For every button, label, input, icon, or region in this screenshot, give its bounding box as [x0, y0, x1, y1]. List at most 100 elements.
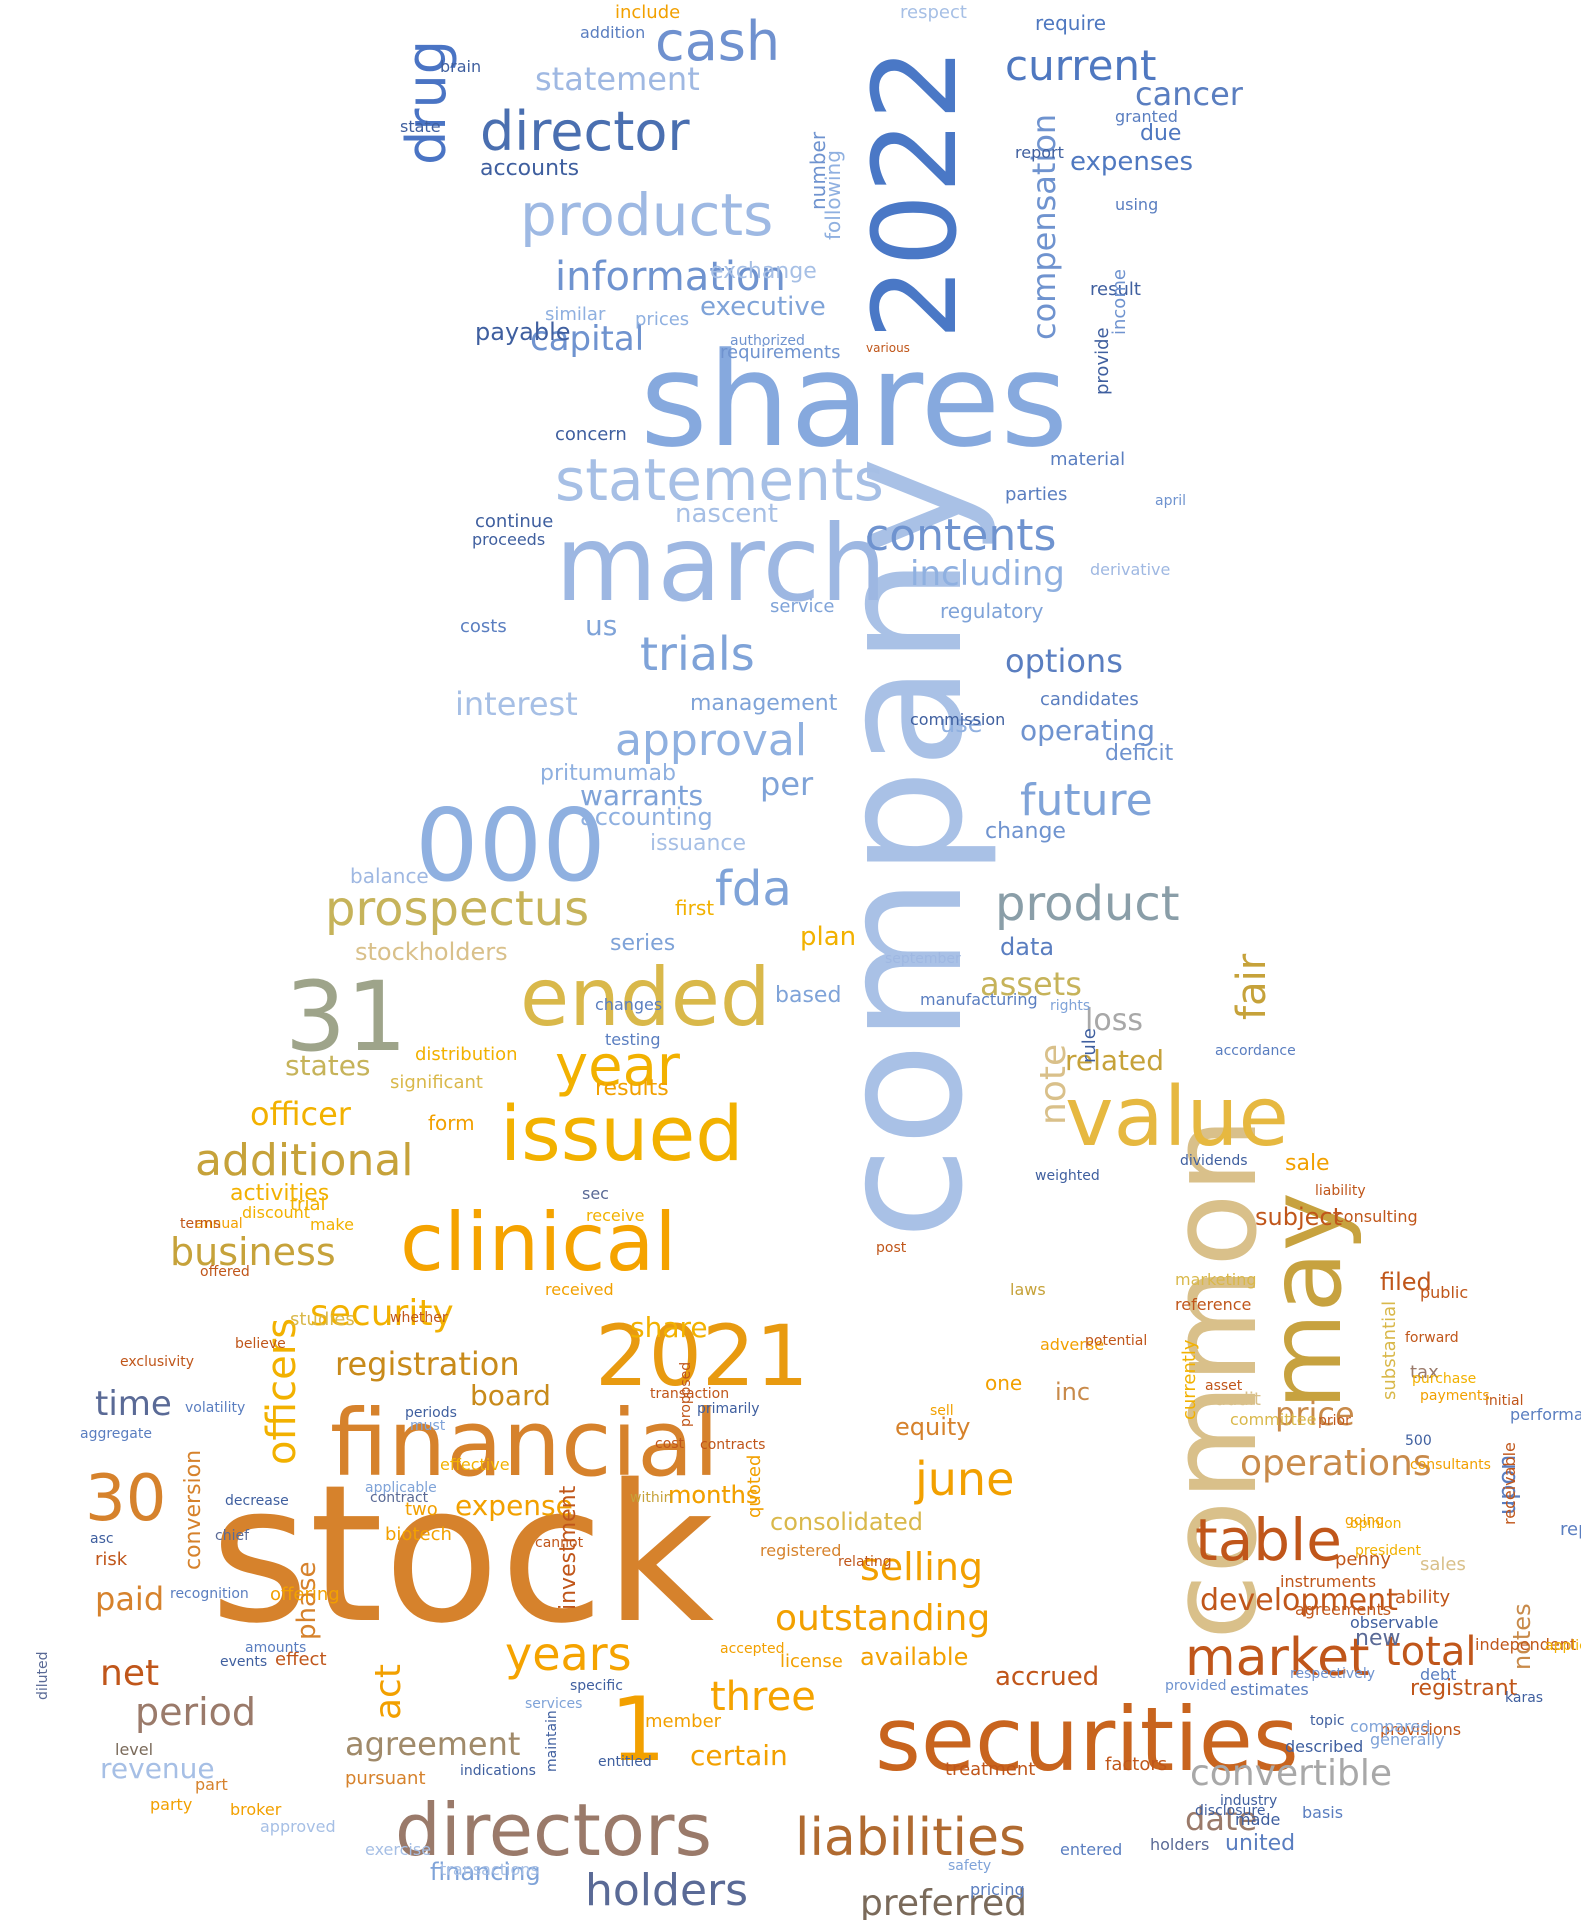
word-distribution: distribution: [415, 1044, 518, 1065]
word-using: using: [1115, 195, 1158, 214]
word-karas: karas: [1505, 1690, 1543, 1706]
word-member: member: [645, 1711, 722, 1732]
word-cash: cash: [655, 10, 780, 73]
word-sell: sell: [930, 1403, 954, 1419]
word-volatility: volatility: [185, 1400, 245, 1416]
word-effect: effect: [275, 1649, 327, 1670]
word-warrants: warrants: [580, 779, 703, 812]
word-public: public: [1420, 1283, 1468, 1302]
word-data: data: [1000, 933, 1054, 961]
word-shares: shares: [640, 324, 1068, 476]
word-two: two: [405, 1499, 438, 1520]
word-dividends: dividends: [1180, 1153, 1248, 1169]
word-financing: financing: [430, 1858, 541, 1886]
word-statement: statement: [535, 60, 700, 98]
word-following: following: [821, 150, 845, 240]
word-compensation: compensation: [1025, 114, 1063, 340]
word-tax: tax: [1410, 1362, 1439, 1383]
word-convertible: convertible: [1190, 1753, 1392, 1794]
word-inc: inc: [1055, 1378, 1090, 1406]
word-president: president: [1355, 1543, 1422, 1559]
word-chief: chief: [215, 1528, 250, 1544]
word-1: 1: [610, 1678, 666, 1781]
word-candidates: candidates: [1040, 689, 1139, 710]
word-related: related: [1065, 1044, 1164, 1077]
word-risk: risk: [95, 1549, 128, 1570]
word-result: result: [1090, 279, 1141, 300]
word-prices: prices: [635, 309, 689, 330]
word-accordance: accordance: [1215, 1043, 1296, 1059]
word-future: future: [1020, 775, 1153, 826]
word-options: options: [1005, 642, 1123, 680]
word-based: based: [775, 983, 841, 1008]
word-registered: registered: [760, 1541, 841, 1560]
word-commission: commission: [910, 710, 1005, 729]
word-preferred: preferred: [860, 1883, 1027, 1920]
word-purchase: purchase: [1412, 1371, 1476, 1387]
word-current: current: [1005, 41, 1157, 90]
word-trials: trials: [640, 627, 755, 681]
word-applicable: applicable: [365, 1480, 437, 1496]
word-potential: potential: [1085, 1333, 1147, 1349]
word-investment: investment: [556, 1485, 581, 1610]
word-expense: expense: [455, 1489, 573, 1522]
word-officers: officers: [259, 1318, 305, 1465]
word-recognition: recognition: [170, 1586, 249, 1602]
word-total: total: [1385, 1629, 1476, 1675]
word-deficit: deficit: [1105, 741, 1174, 766]
word-substantial: substantial: [1379, 1301, 1400, 1400]
word-30: 30: [85, 1462, 166, 1536]
word-assets: assets: [980, 965, 1082, 1003]
word-fair: fair: [1229, 953, 1275, 1020]
word-balance: balance: [350, 864, 429, 888]
word-accepted: accepted: [720, 1641, 784, 1657]
word-security: security: [310, 1293, 454, 1334]
word-respectively: respectively: [1290, 1666, 1375, 1682]
word-may: may: [1247, 1192, 1364, 1410]
word-reference: reference: [1175, 1295, 1251, 1314]
word-respect: respect: [900, 2, 967, 23]
word-proceeds: proceeds: [472, 530, 545, 549]
word-rights: rights: [1050, 998, 1090, 1014]
word-discount: discount: [242, 1203, 310, 1222]
word-audit: audit: [1215, 1389, 1261, 1410]
word-pricing: pricing: [970, 1880, 1025, 1899]
word-estimates: estimates: [1230, 1680, 1309, 1699]
word-available: available: [860, 1643, 968, 1671]
word-first: first: [675, 896, 714, 920]
word-use: use: [940, 710, 982, 738]
word-currently: currently: [1179, 1339, 1200, 1420]
word-marketing: marketing: [1175, 1270, 1257, 1289]
word-granted: granted: [1115, 107, 1178, 126]
word-provisions: provisions: [1380, 1720, 1461, 1739]
word-receivable: receivable: [1500, 1442, 1519, 1525]
word-provided: provided: [1165, 1678, 1226, 1694]
word-expenses: expenses: [1070, 147, 1193, 177]
word-rule: rule: [1079, 1028, 1100, 1063]
word-board: board: [470, 1379, 551, 1412]
word-2021: 2021: [595, 1307, 809, 1405]
word-broker: broker: [230, 1800, 282, 1819]
word-accrued: accrued: [995, 1662, 1099, 1692]
word-table: table: [1195, 1506, 1342, 1574]
word-transactions: transactions: [440, 1860, 539, 1879]
word-common: common: [1145, 1117, 1284, 1640]
word-topic: topic: [1310, 1713, 1345, 1729]
word-requirements: requirements: [720, 342, 840, 363]
word-conversion: conversion: [181, 1450, 206, 1570]
word-brain: brain: [440, 57, 481, 76]
word-net: net: [100, 1653, 159, 1694]
word-primarily: primarily: [697, 1401, 760, 1417]
word-payable: payable: [475, 318, 571, 346]
word-consultants: consultants: [1410, 1457, 1491, 1473]
word-independent: independent: [1475, 1635, 1576, 1654]
word-amounts: amounts: [245, 1640, 306, 1656]
word-instruments: instruments: [1280, 1572, 1376, 1591]
word-compared: compared: [1350, 1717, 1430, 1736]
word-industry: industry: [1220, 1793, 1277, 1809]
word-executive: executive: [700, 292, 826, 322]
word-believe: believe: [235, 1336, 286, 1352]
word-nascent: nascent: [675, 499, 778, 529]
word-selling: selling: [860, 1545, 983, 1589]
word-liability: liability: [1315, 1183, 1366, 1199]
